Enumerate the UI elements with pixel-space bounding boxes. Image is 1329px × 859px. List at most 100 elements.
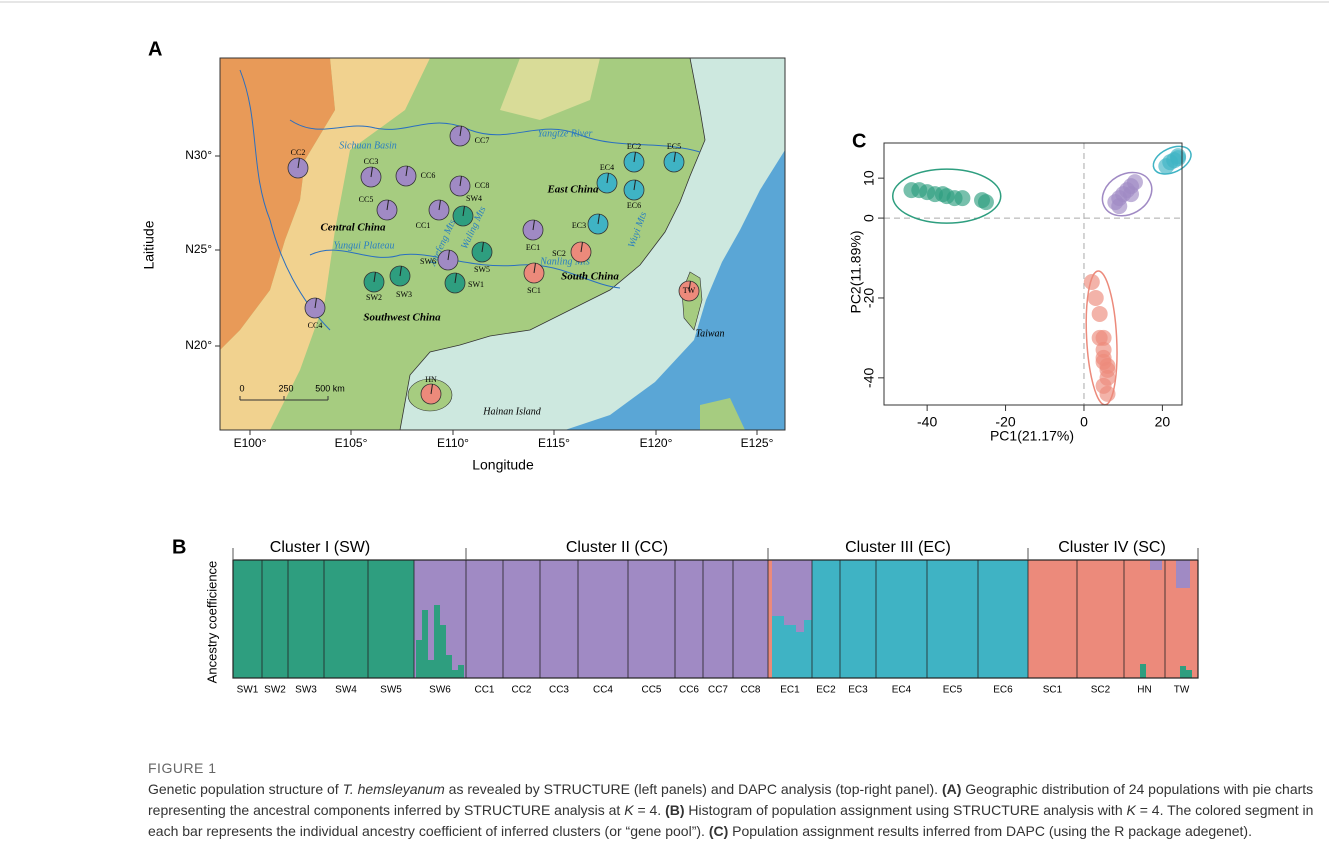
ancestry-bar	[1077, 560, 1124, 678]
y-axis-label: Ancestry coefficience	[204, 561, 219, 684]
x-tick-label: E115°	[538, 436, 570, 450]
caption-part: T. hemsleyanum	[343, 781, 445, 797]
population-label: CC2	[511, 685, 531, 696]
panel-label: B	[172, 536, 186, 558]
population-label: CC3	[364, 157, 379, 166]
caption-part: (B)	[665, 802, 684, 818]
ancestry-bar	[733, 560, 768, 678]
caption-part: (C)	[709, 823, 728, 839]
x-axis-label: PC1(21.17%)	[990, 428, 1074, 444]
x-tick-label: E120°	[640, 436, 673, 450]
ancestry-bar	[324, 560, 368, 678]
caption-part: Population assignment results inferred f…	[728, 823, 1252, 839]
cluster-label: Cluster IV (SC)	[1058, 539, 1166, 556]
caption-label: FIGURE 1	[148, 758, 1318, 779]
x-axis-label: Longitude	[472, 457, 534, 473]
x-tick-label: E100°	[234, 436, 267, 450]
population-label: CC5	[641, 685, 661, 696]
x-tick-label: E110°	[437, 436, 469, 450]
population-label: CC8	[740, 685, 760, 696]
admixture	[440, 625, 446, 678]
population-label: SW6	[429, 685, 451, 696]
population-label: SW3	[396, 290, 412, 299]
cluster-label: Cluster I (SW)	[270, 539, 370, 556]
region-label: Taiwan	[695, 328, 724, 339]
population-label: TW	[1174, 685, 1190, 696]
ancestry-bar	[675, 560, 703, 678]
caption-part: K	[624, 802, 633, 818]
caption-part: K	[1127, 802, 1136, 818]
population-label: SW1	[237, 685, 259, 696]
ancestry-bar	[978, 560, 1028, 678]
point	[1088, 290, 1104, 306]
point	[1100, 386, 1116, 402]
caption-text: Genetic population structure of T. hemsl…	[148, 779, 1318, 842]
population-label: SC2	[552, 249, 566, 258]
population-label: SW6	[420, 257, 436, 266]
ancestry-bar	[927, 560, 978, 678]
point	[954, 190, 970, 206]
population-label: SW2	[264, 685, 286, 696]
population-label: HN	[425, 375, 437, 384]
scale-label: 500 km	[315, 383, 345, 393]
population-label: CC2	[291, 148, 306, 157]
cluster-label: Cluster III (EC)	[845, 539, 951, 556]
y-tick-label: -40	[861, 368, 877, 388]
ancestry-bar	[466, 560, 503, 678]
population-label: SC2	[1091, 685, 1111, 696]
ancestry-bar	[840, 560, 876, 678]
population-label: HN	[1137, 685, 1151, 696]
region-label: East China	[546, 184, 599, 196]
region-label: South China	[561, 271, 619, 283]
admixture	[1140, 664, 1146, 678]
admixture	[772, 616, 784, 678]
population-label: SW4	[466, 194, 482, 203]
y-tick-label: N30°	[185, 148, 212, 162]
ancestry-bar	[876, 560, 927, 678]
point	[1084, 274, 1100, 290]
caption-part: Histogram of population assignment using…	[685, 802, 1127, 818]
population-label: SW2	[366, 293, 382, 302]
population-label: CC4	[593, 685, 613, 696]
cluster-label: Cluster II (CC)	[566, 539, 668, 556]
population-label: EC2	[816, 685, 836, 696]
population-label: CC4	[308, 321, 323, 330]
admixture	[784, 625, 796, 678]
ancestry-bar	[628, 560, 675, 678]
population-label: SW5	[474, 265, 490, 274]
caption-part: Genetic population structure of	[148, 781, 343, 797]
point	[1092, 306, 1108, 322]
admixture	[1186, 670, 1192, 678]
population-label: EC3	[848, 685, 868, 696]
population-label: EC3	[572, 221, 586, 230]
population-label: SC1	[1043, 685, 1063, 696]
ancestry-bar	[233, 560, 262, 678]
ancestry-bar	[1028, 560, 1077, 678]
population-label: EC5	[667, 142, 681, 151]
population-label: SW5	[380, 685, 402, 696]
population-label: CC6	[679, 685, 699, 696]
region-label: Sichuan Basin	[339, 140, 397, 151]
y-tick-label: 0	[861, 214, 877, 222]
x-tick-label: -40	[917, 414, 937, 430]
panel-label: C	[852, 130, 866, 152]
population-label: EC1	[780, 685, 800, 696]
region-label: Central China	[320, 222, 386, 234]
admixture	[1176, 560, 1190, 588]
caption: FIGURE 1 Genetic population structure of…	[148, 758, 1318, 842]
figure: AE100°E105°E110°E115°E120°E125°N20°N25°N…	[0, 0, 1329, 758]
population-label: EC4	[892, 685, 912, 696]
ancestry-bar	[578, 560, 628, 678]
ancestry-bar	[812, 560, 840, 678]
ancestry-bar	[503, 560, 540, 678]
ancestry-bar	[703, 560, 733, 678]
caption-part: = 4.	[634, 802, 666, 818]
caption-part: (A)	[942, 781, 961, 797]
admixture	[416, 640, 422, 678]
admixture	[1150, 560, 1162, 570]
ancestry-bar	[540, 560, 578, 678]
x-tick-label: E105°	[335, 436, 368, 450]
population-label: CC5	[359, 195, 374, 204]
region-label: Yangtze River	[538, 128, 593, 139]
population-label: SW1	[468, 280, 484, 289]
